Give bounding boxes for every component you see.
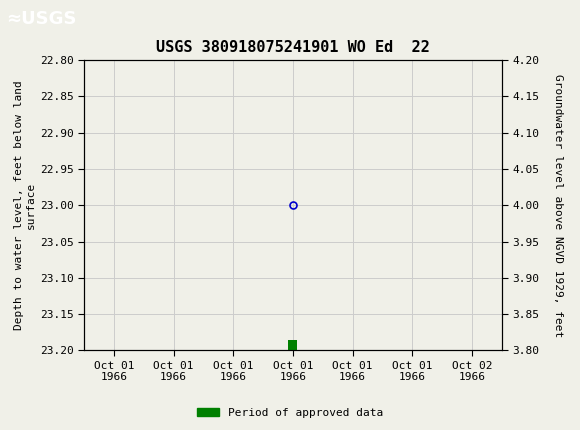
Text: ≈USGS: ≈USGS xyxy=(6,10,77,28)
Legend: Period of approved data: Period of approved data xyxy=(193,403,387,422)
Y-axis label: Depth to water level, feet below land
surface: Depth to water level, feet below land su… xyxy=(14,80,36,330)
Title: USGS 380918075241901 WO Ed  22: USGS 380918075241901 WO Ed 22 xyxy=(156,40,430,55)
Y-axis label: Groundwater level above NGVD 1929, feet: Groundwater level above NGVD 1929, feet xyxy=(553,74,563,337)
Bar xyxy=(288,340,298,358)
